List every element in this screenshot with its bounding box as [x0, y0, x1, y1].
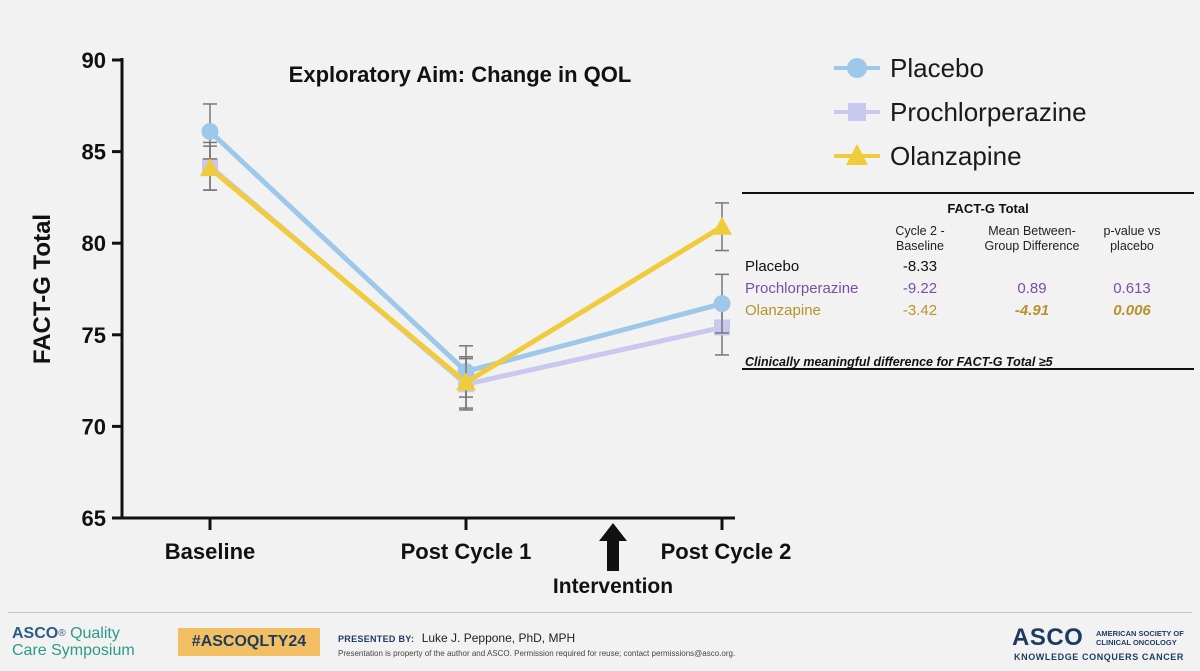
- legend-label: Prochlorperazine: [890, 97, 1087, 127]
- row-name: Placebo: [745, 258, 800, 275]
- brand-line2: Care Symposium: [12, 642, 135, 659]
- table-top-rule: [742, 192, 1194, 194]
- row-pvalue: 0.613: [1113, 280, 1151, 297]
- data-point-circle: [201, 122, 219, 140]
- arrow-head-icon: [599, 523, 627, 541]
- symposium-logo: ASCO® Quality Care Symposium: [12, 625, 135, 659]
- legend-label: Olanzapine: [890, 141, 1022, 171]
- y-tick-label: 70: [82, 414, 106, 439]
- row-change: -9.22: [902, 280, 938, 297]
- arrow-shaft: [607, 540, 619, 571]
- col-header-pvalue: p-value vs placebo: [1103, 224, 1161, 253]
- y-tick-label: 85: [82, 140, 106, 165]
- row-change: -8.33: [902, 258, 938, 275]
- row-name: Prochlorperazine: [745, 280, 859, 297]
- society-name: AMERICAN SOCIETY OF CLINICAL ONCOLOGY: [1096, 629, 1184, 647]
- table-row-olanzapine: Olanzapine -3.42 -4.91 0.006: [742, 302, 1194, 322]
- brand-quality: Quality: [70, 625, 120, 642]
- asco-logo-text: ASCO: [1012, 624, 1084, 651]
- chart-title: Exploratory Aim: Change in QOL: [289, 62, 632, 87]
- line-chart: Exploratory Aim: Change in QOL 65 70 75 80 85…: [29, 48, 792, 598]
- table-row-prochlorperazine: Prochlorperazine -9.22 0.89 0.613: [742, 280, 1194, 300]
- row-pvalue: 0.006: [1113, 302, 1151, 319]
- y-tick-label: 80: [82, 231, 106, 256]
- presenter-name: Luke J. Peppone, PhD, MPH: [421, 631, 576, 645]
- col-header-difference: Mean Between- Group Difference: [984, 224, 1080, 253]
- data-point-triangle: [200, 158, 220, 177]
- y-tick-label: 65: [82, 506, 106, 531]
- row-name: Olanzapine: [745, 302, 821, 319]
- y-axis-label: FACT-G Total: [29, 214, 56, 364]
- legend-label: Placebo: [890, 53, 984, 83]
- legend-swatch-circle: [834, 58, 880, 78]
- hashtag-badge: #ASCOQLTY24: [178, 628, 320, 656]
- legend-swatch-triangle: [834, 144, 880, 165]
- x-tick-label: Post Cycle 1: [401, 539, 532, 564]
- row-difference: 0.89: [1017, 280, 1047, 297]
- data-point-triangle: [712, 216, 732, 235]
- footer-divider: [8, 612, 1192, 613]
- table-footnote: Clinically meaningful difference for FAC…: [745, 355, 1053, 369]
- brand-asco: ASCO: [12, 625, 59, 642]
- data-point-triangle: [456, 372, 476, 391]
- x-tick-label: Baseline: [165, 539, 256, 564]
- legend-swatch-square: [834, 103, 880, 121]
- table-row-placebo: Placebo -8.33: [742, 258, 1194, 278]
- asco-logo: ASCO AMERICAN SOCIETY OF CLINICAL ONCOLO…: [1012, 624, 1184, 662]
- y-tick-label: 90: [82, 48, 106, 73]
- presented-by-label: PRESENTED BY:: [338, 634, 415, 644]
- col-header-change: Cycle 2 - Baseline: [895, 224, 945, 253]
- row-change: -3.42: [902, 302, 938, 319]
- disclaimer-text: Presentation is property of the author a…: [338, 649, 736, 658]
- table-bottom-rule: [742, 368, 1194, 370]
- data-point-circle: [713, 295, 731, 313]
- table-title: FACT-G Total: [947, 201, 1029, 216]
- row-difference: -4.91: [1014, 302, 1050, 319]
- y-tick-label: 75: [82, 323, 106, 348]
- asco-tagline: KNOWLEDGE CONQUERS CANCER: [1014, 652, 1185, 662]
- series-line-placebo: [208, 129, 723, 374]
- presenter-line: PRESENTED BY: Luke J. Peppone, PhD, MPH: [338, 629, 575, 647]
- stats-table: FACT-G Total Cycle 2 - Baseline Mean Bet…: [742, 192, 1200, 372]
- x-tick-label: Post Cycle 2: [661, 539, 792, 564]
- intervention-label: Intervention: [553, 575, 673, 598]
